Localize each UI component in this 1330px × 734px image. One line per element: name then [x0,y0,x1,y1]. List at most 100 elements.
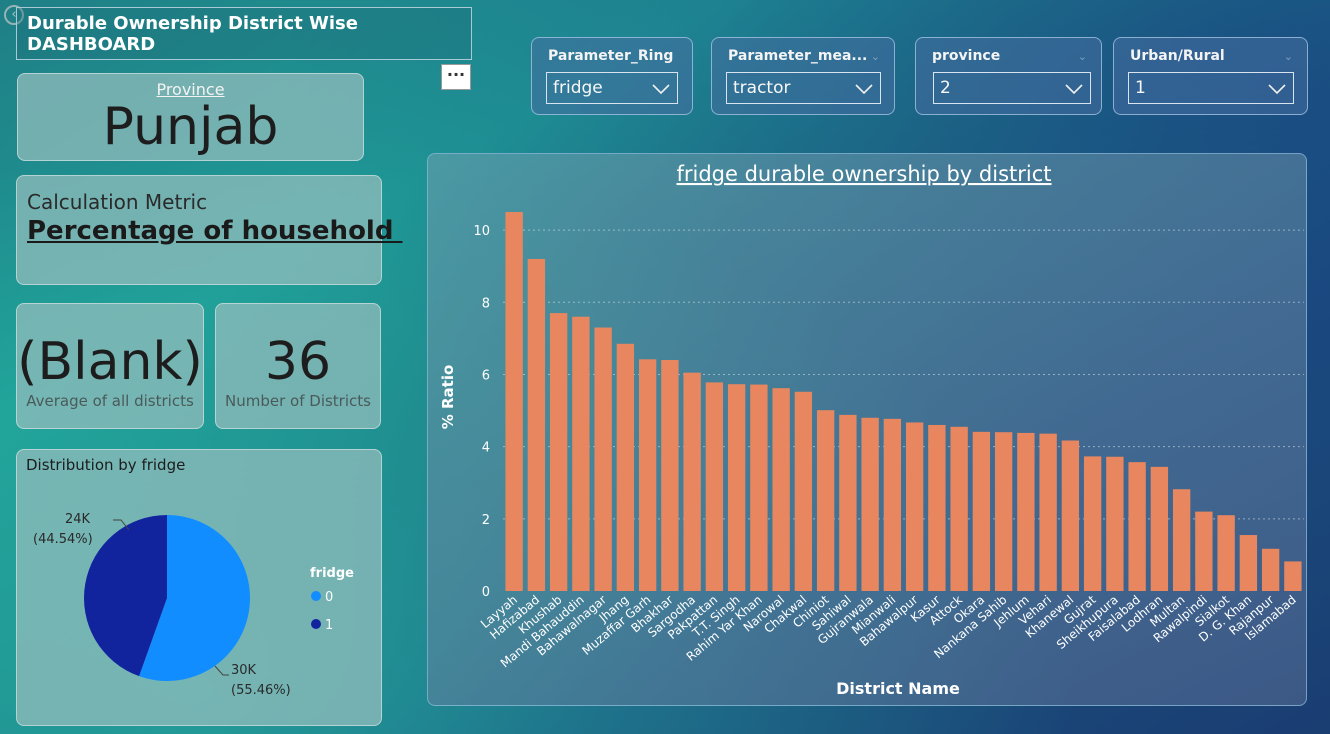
bar-bhakhar[interactable] [661,360,679,591]
bar-lodhran[interactable] [1150,466,1169,591]
bar-mianwali[interactable] [883,418,902,591]
y-tick-label: 2 [482,513,490,528]
district-count-value: 36 [264,332,332,392]
slicer-selected-value: 1 [1135,78,1146,98]
slicer-dropdown[interactable]: 2 [933,72,1091,104]
bar-d-g-khan[interactable] [1239,535,1258,591]
slicer-selected-value: tractor [733,78,791,98]
bar-bahawalnagar[interactable] [594,327,612,591]
back-icon[interactable]: ‹ [4,5,24,25]
pie-title: Distribution by fridge [26,456,186,474]
y-tick-label: 4 [482,441,490,456]
bar-chakwal[interactable] [794,391,813,591]
pie-label-value: 24K [65,512,91,527]
slicer-label: Parameter_mea... [728,48,868,64]
bar-rawalpindi[interactable] [1195,511,1213,591]
average-label: Average of all districts [26,392,194,410]
average-value: (Blank) [17,332,203,392]
bar-sargodha[interactable] [683,372,701,591]
slicer-dropdown[interactable]: tractor [726,72,881,104]
metric-value: Percentage of household [27,216,403,246]
chevron-down-icon [854,73,874,113]
bar-hafizabad[interactable] [527,258,546,591]
metric-label: Calculation Metric [27,190,208,214]
district-count-card: 36 Number of Districts [215,303,381,429]
pie-leader-line [113,519,130,531]
bar-mandi-bahauddin[interactable] [572,316,590,591]
chevron-down-icon [651,73,671,113]
pie-legend-title: fridge [310,566,354,581]
chevron-down-icon [1064,73,1084,113]
bar-khanewal[interactable] [1061,440,1080,591]
y-tick-label: 8 [482,296,490,311]
pie-label-value: 30K [231,663,257,678]
legend-label-1: 1 [325,618,333,633]
bar-multan[interactable] [1172,489,1191,591]
province-value: Punjab [102,97,279,157]
bar-rajanpur[interactable] [1261,548,1280,591]
chevron-down-icon [1267,73,1287,113]
bar-chart: fridge durable ownership by district 0 2 4… [439,162,1304,698]
bar-khushab[interactable] [549,313,568,591]
average-card: (Blank) Average of all districts [16,303,204,429]
district-count-label: Number of Districts [225,392,371,410]
province-card: Province Punjab [17,73,364,161]
province-label: Province [156,80,225,99]
bar-vehari[interactable] [1039,433,1057,591]
chart-title: fridge durable ownership by district [676,162,1051,186]
bar-islamabad[interactable] [1284,561,1302,591]
bar-sialkot[interactable] [1217,515,1235,591]
slicer-parameter-measure: Parameter_mea... ⌄ tractor [711,37,895,115]
chevron-down-icon: ⌄ [870,50,880,63]
y-tick-label: 10 [473,224,490,239]
bar-layyah[interactable] [505,212,523,591]
x-axis-label: District Name [836,679,960,698]
calculation-metric-card: Calculation Metric Percentage of househo… [16,175,403,285]
chevron-down-icon: ⌄ [1283,50,1293,63]
slicer-selected-value: fridge [553,78,603,98]
dashboard-title-text: Durable Ownership District Wise DASHBOAR… [27,12,358,55]
bar-rahim-yar-khan[interactable] [750,384,768,591]
legend-label-0: 0 [325,590,333,605]
chevron-down-icon: ⌄ [1077,50,1087,63]
pie-label-pct: (44.54%) [33,532,93,547]
legend-swatch-0 [311,591,321,601]
y-tick-label: 6 [482,368,490,383]
pie-chart: 24K (44.54%) 30K (55.46%) fridge 0 1 [33,512,354,698]
bar-gujranwala[interactable] [861,417,879,591]
slicer-dropdown[interactable]: fridge [546,72,678,104]
pie-leader-line [214,665,229,676]
bar-gujrat[interactable] [1083,456,1102,591]
slicer-urban-rural: Urban/Rural ⌄ 1 [1113,37,1308,115]
more-options-button[interactable]: ··· [441,64,471,90]
pie-slice-1[interactable] [84,515,167,677]
bar-kasur[interactable] [928,424,946,591]
bar-pakpattan[interactable] [705,382,724,591]
bar-nankana-sahib[interactable] [994,432,1013,591]
dashboard-title: Durable Ownership District Wise DASHBOAR… [16,7,472,60]
pie-slice-0[interactable] [139,515,250,681]
bar-jhang[interactable] [616,343,635,591]
bar-jehlum[interactable] [1017,432,1035,591]
slicer-selected-value: 2 [940,78,951,98]
slicer-label: Parameter_Ring [548,48,674,64]
bar-chart-card: fridge durable ownership by district 0 2 4… [427,153,1307,706]
slicer-dropdown[interactable]: 1 [1128,72,1294,104]
y-tick-label: 0 [482,585,490,600]
legend-swatch-1 [311,619,321,629]
pie-label-pct: (55.46%) [231,683,291,698]
slicer-label: Urban/Rural [1130,48,1225,64]
bar-sahiwal[interactable] [839,414,857,591]
bar-attock[interactable] [950,426,968,591]
bar-muzaffar-garh[interactable] [638,359,657,591]
slicer-province: province ⌄ 2 [915,37,1102,115]
slicer-label: province [932,48,1001,64]
bar-narowal[interactable] [772,388,790,591]
bar-chiniot[interactable] [816,410,835,591]
slicer-parameter-ring: Parameter_Ring fridge [531,37,693,115]
bar-t-t-singh[interactable] [727,384,746,591]
bar-okara[interactable] [972,431,991,591]
bar-sheikhupura[interactable] [1106,456,1124,591]
bar-faisalabad[interactable] [1128,462,1146,591]
bar-bahawalpur[interactable] [905,422,924,591]
